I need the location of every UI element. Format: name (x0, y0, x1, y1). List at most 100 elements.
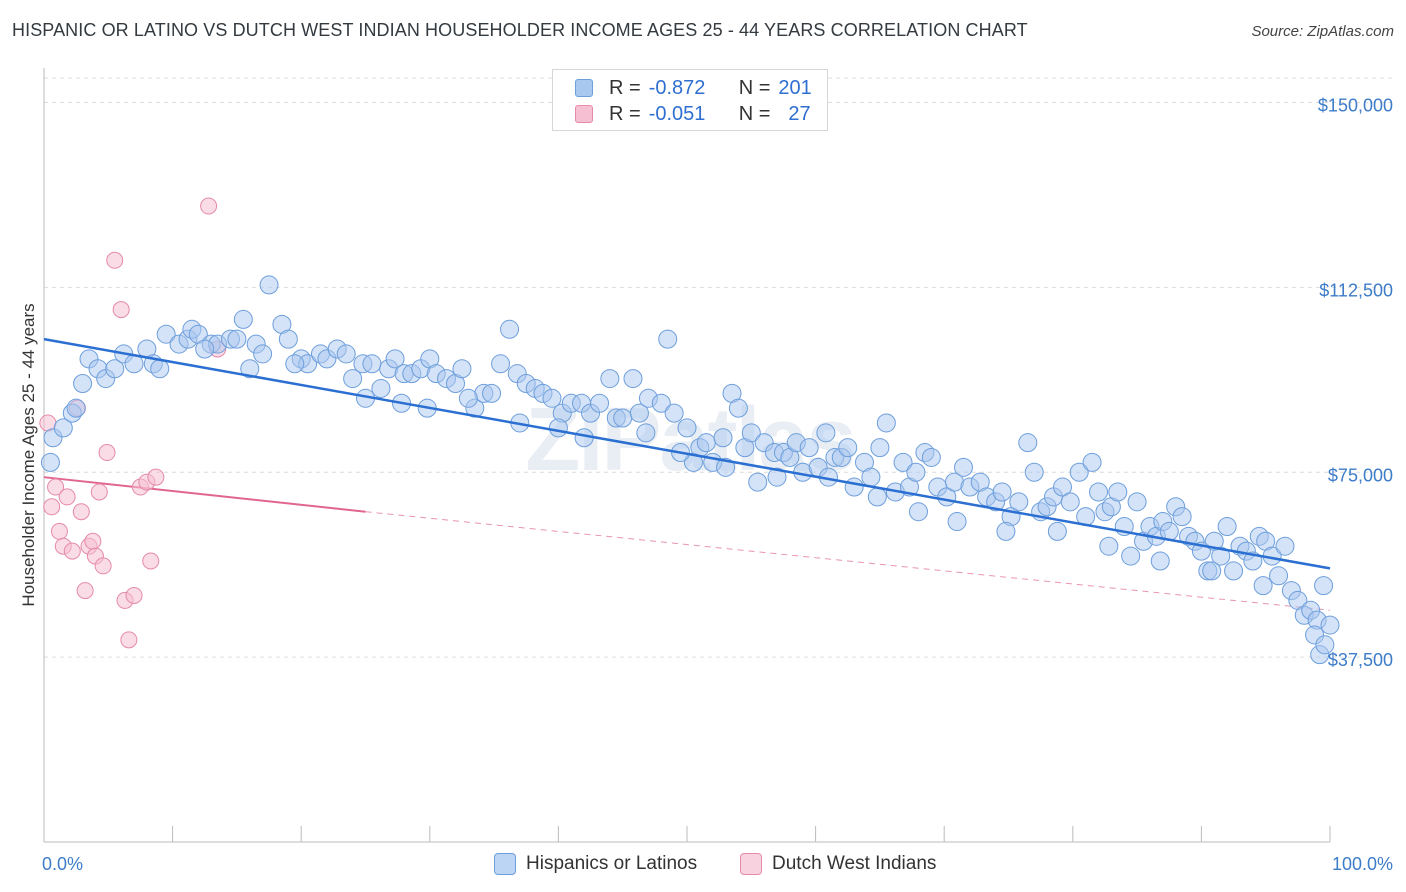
legend-n-label: N = (738, 102, 771, 125)
trend-line-extension-dutch-west-indians (365, 511, 1331, 611)
trend-line-hispanics (43, 337, 1331, 570)
legend-r-label: R = (609, 102, 641, 125)
data-point-dutch-west-indians (90, 483, 108, 501)
data-point-hispanics (1320, 615, 1340, 635)
data-point-hispanics (542, 388, 562, 408)
data-point-hispanics (491, 354, 511, 374)
data-point-hispanics (996, 521, 1016, 541)
y-tick-label: $75,000 (1328, 465, 1393, 485)
data-point-dutch-west-indians (200, 197, 218, 215)
legend-row-hispanics: R = -0.872 N = 201 (575, 76, 812, 100)
data-point-hispanics (767, 467, 787, 487)
y-tick-labels: $37,500 $75,000 $112,500 $150,000 (1318, 96, 1393, 671)
data-point-hispanics (1018, 433, 1038, 453)
data-point-hispanics (1089, 482, 1109, 502)
source-credit: Source: ZipAtlas.com (1251, 23, 1394, 40)
data-point-hispanics (861, 467, 881, 487)
data-point-hispanics (1202, 561, 1222, 581)
bottom-legend-label: Dutch West Indians (772, 853, 937, 874)
legend-row-dutch-west-indians: R = -0.051 N = 27 (575, 102, 811, 126)
data-point-hispanics (452, 359, 472, 379)
y-tick-label: $150,000 (1318, 96, 1393, 116)
data-point-hispanics (838, 438, 858, 458)
data-point-hispanics (500, 319, 520, 339)
data-point-hispanics (1121, 546, 1141, 566)
data-point-hispanics (233, 309, 253, 329)
data-point-hispanics (1150, 551, 1170, 571)
legend-n-value: 27 (788, 102, 811, 125)
x-tick-labels: 0.0% 100.0% (42, 854, 1393, 874)
data-point-hispanics (1127, 492, 1147, 512)
data-point-hispanics (664, 403, 684, 423)
bottom-legend-label: Hispanics or Latinos (526, 853, 698, 874)
data-point-hispanics (278, 329, 298, 349)
data-point-hispanics (1172, 507, 1192, 527)
bottom-legend-hispanics: Hispanics or Latinos (494, 851, 697, 877)
axes (43, 68, 1331, 843)
legend-n-label: N = (738, 76, 771, 99)
data-point-hispanics (906, 462, 926, 482)
data-point-hispanics (1108, 482, 1128, 502)
data-point-hispanics (285, 354, 305, 374)
data-point-hispanics (385, 349, 405, 369)
data-point-hispanics (696, 433, 716, 453)
data-point-dutch-west-indians (58, 488, 76, 506)
data-point-hispanics (629, 403, 649, 423)
data-point-hispanics (677, 418, 697, 438)
data-point-hispanics (623, 369, 643, 389)
data-point-dutch-west-indians (120, 631, 138, 649)
data-point-hispanics (253, 344, 273, 364)
y-tick-label: $112,500 (1319, 280, 1393, 300)
data-point-dutch-west-indians (72, 503, 90, 521)
data-point-hispanics (953, 457, 973, 477)
x-tick-label: 0.0% (42, 854, 83, 874)
legend-swatch-blue (575, 79, 593, 97)
data-point-hispanics (482, 383, 502, 403)
data-point-hispanics (227, 329, 247, 349)
legend-n-value: 201 (778, 76, 812, 99)
bottom-legend-swatch-pink (740, 853, 762, 875)
hispanics-points (40, 275, 1340, 665)
data-point-hispanics (1047, 521, 1067, 541)
data-point-hispanics (613, 408, 633, 428)
chart-title: HISPANIC OR LATINO VS DUTCH WEST INDIAN … (12, 20, 1028, 40)
data-point-hispanics (748, 472, 768, 492)
data-point-dutch-west-indians (94, 557, 112, 575)
data-point-hispanics (590, 393, 610, 413)
data-point-dutch-west-indians (147, 468, 165, 486)
data-point-hispanics (1269, 566, 1289, 586)
legend-r-value: -0.051 (648, 102, 706, 125)
data-point-hispanics (53, 418, 73, 438)
data-point-hispanics (870, 438, 890, 458)
data-point-hispanics (105, 359, 125, 379)
data-point-hispanics (458, 388, 478, 408)
legend-r-label: R = (609, 76, 641, 99)
data-point-hispanics (1060, 492, 1080, 512)
data-point-hispanics (799, 438, 819, 458)
data-point-hispanics (240, 359, 260, 379)
data-point-hispanics (156, 324, 176, 344)
legend-swatch-pink (575, 105, 593, 123)
legend-r-value: -0.872 (648, 76, 706, 99)
data-point-hispanics (40, 452, 60, 472)
data-point-hispanics (1211, 546, 1231, 566)
data-point-hispanics (992, 482, 1012, 502)
data-point-hispanics (1069, 462, 1089, 482)
data-point-dutch-west-indians (125, 587, 143, 605)
data-point-hispanics (1099, 536, 1119, 556)
data-point-hispanics (658, 329, 678, 349)
data-point-dutch-west-indians (84, 532, 102, 550)
dutch-west-indians-trend (43, 476, 1331, 611)
data-point-hispanics (893, 452, 913, 472)
data-point-hispanics (371, 378, 391, 398)
data-point-hispanics (1275, 536, 1295, 556)
data-point-hispanics (1253, 576, 1273, 596)
data-point-hispanics (728, 398, 748, 418)
data-point-dutch-west-indians (47, 478, 65, 496)
data-point-hispanics (844, 477, 864, 497)
data-point-hispanics (1024, 462, 1044, 482)
data-point-dutch-west-indians (43, 498, 61, 516)
data-point-hispanics (1217, 516, 1237, 536)
data-point-hispanics (921, 447, 941, 467)
